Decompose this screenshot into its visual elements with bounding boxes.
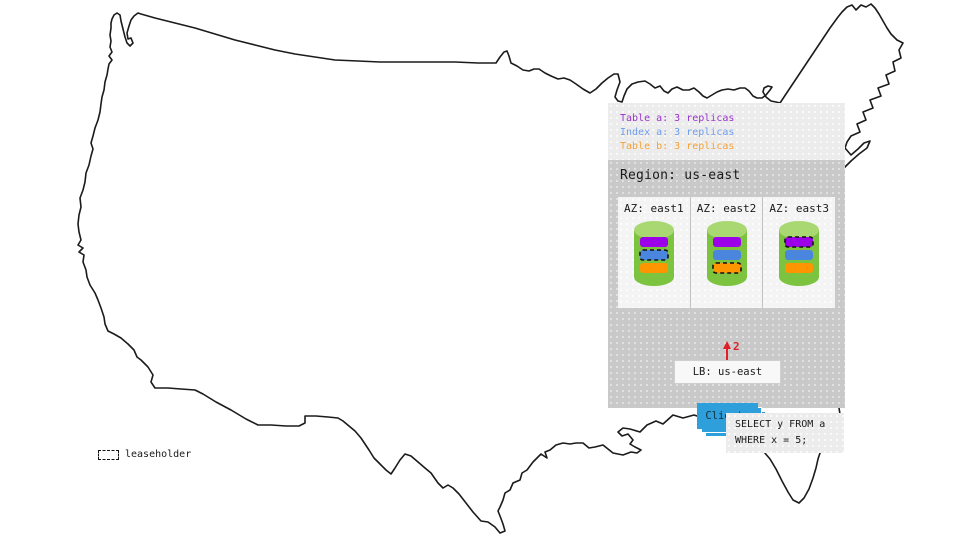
- sql-line-2: WHERE x = 5;: [735, 435, 808, 446]
- replica-table-b: [785, 263, 814, 273]
- db-cylinder-icon: [633, 221, 674, 286]
- arrow-step-number: 2: [733, 340, 740, 353]
- replica-index-a: [785, 250, 814, 260]
- replica-table-a-leaseholder: [784, 236, 814, 248]
- region-box: Region: us-east AZ: east1 AZ: east2 AZ: ea…: [608, 160, 845, 437]
- replica-index-a: [712, 250, 741, 260]
- az-column-east2: AZ: east2: [689, 197, 763, 308]
- request-arrow-icon: [723, 341, 731, 360]
- legend-item-table-b: Table b: 3 replicas: [620, 141, 735, 152]
- legend-item-index-a: Index a: 3 replicas: [620, 127, 735, 138]
- leaseholder-key: leaseholder: [98, 449, 191, 460]
- db-cylinder-icon: [779, 221, 820, 286]
- replica-table-a: [639, 237, 668, 247]
- az-label: AZ: east1: [624, 202, 684, 215]
- sql-query-box: SELECT y FROM a WHERE x = 5;: [726, 413, 844, 453]
- load-balancer-label: LB: us-east: [692, 366, 763, 378]
- replica-table-b-leaseholder: [711, 262, 742, 274]
- replica-index-a-leaseholder: [639, 249, 669, 261]
- replica-table-b: [639, 263, 668, 273]
- sql-line-1: SELECT y FROM a: [735, 419, 826, 430]
- leaseholder-key-label: leaseholder: [125, 449, 192, 460]
- replica-table-a: [712, 237, 741, 247]
- load-balancer-box: LB: us-east: [674, 360, 781, 384]
- leaseholder-swatch-icon: [98, 449, 119, 460]
- az-grid: AZ: east1 AZ: east2 AZ: east3: [618, 197, 835, 308]
- region-title: Region: us-east: [620, 168, 741, 183]
- db-cylinder-icon: [706, 221, 747, 286]
- az-label: AZ: east2: [696, 202, 757, 215]
- legend-item-table-a: Table a: 3 replicas: [620, 113, 735, 124]
- az-column-east3: AZ: east3: [762, 197, 835, 308]
- replica-panel: Table a: 3 replicas Index a: 3 replicas Ta…: [608, 103, 845, 437]
- replica-legend: Table a: 3 replicas Index a: 3 replicas Ta…: [608, 103, 845, 154]
- az-column-east1: AZ: east1: [618, 197, 690, 308]
- az-label: AZ: east3: [769, 202, 829, 215]
